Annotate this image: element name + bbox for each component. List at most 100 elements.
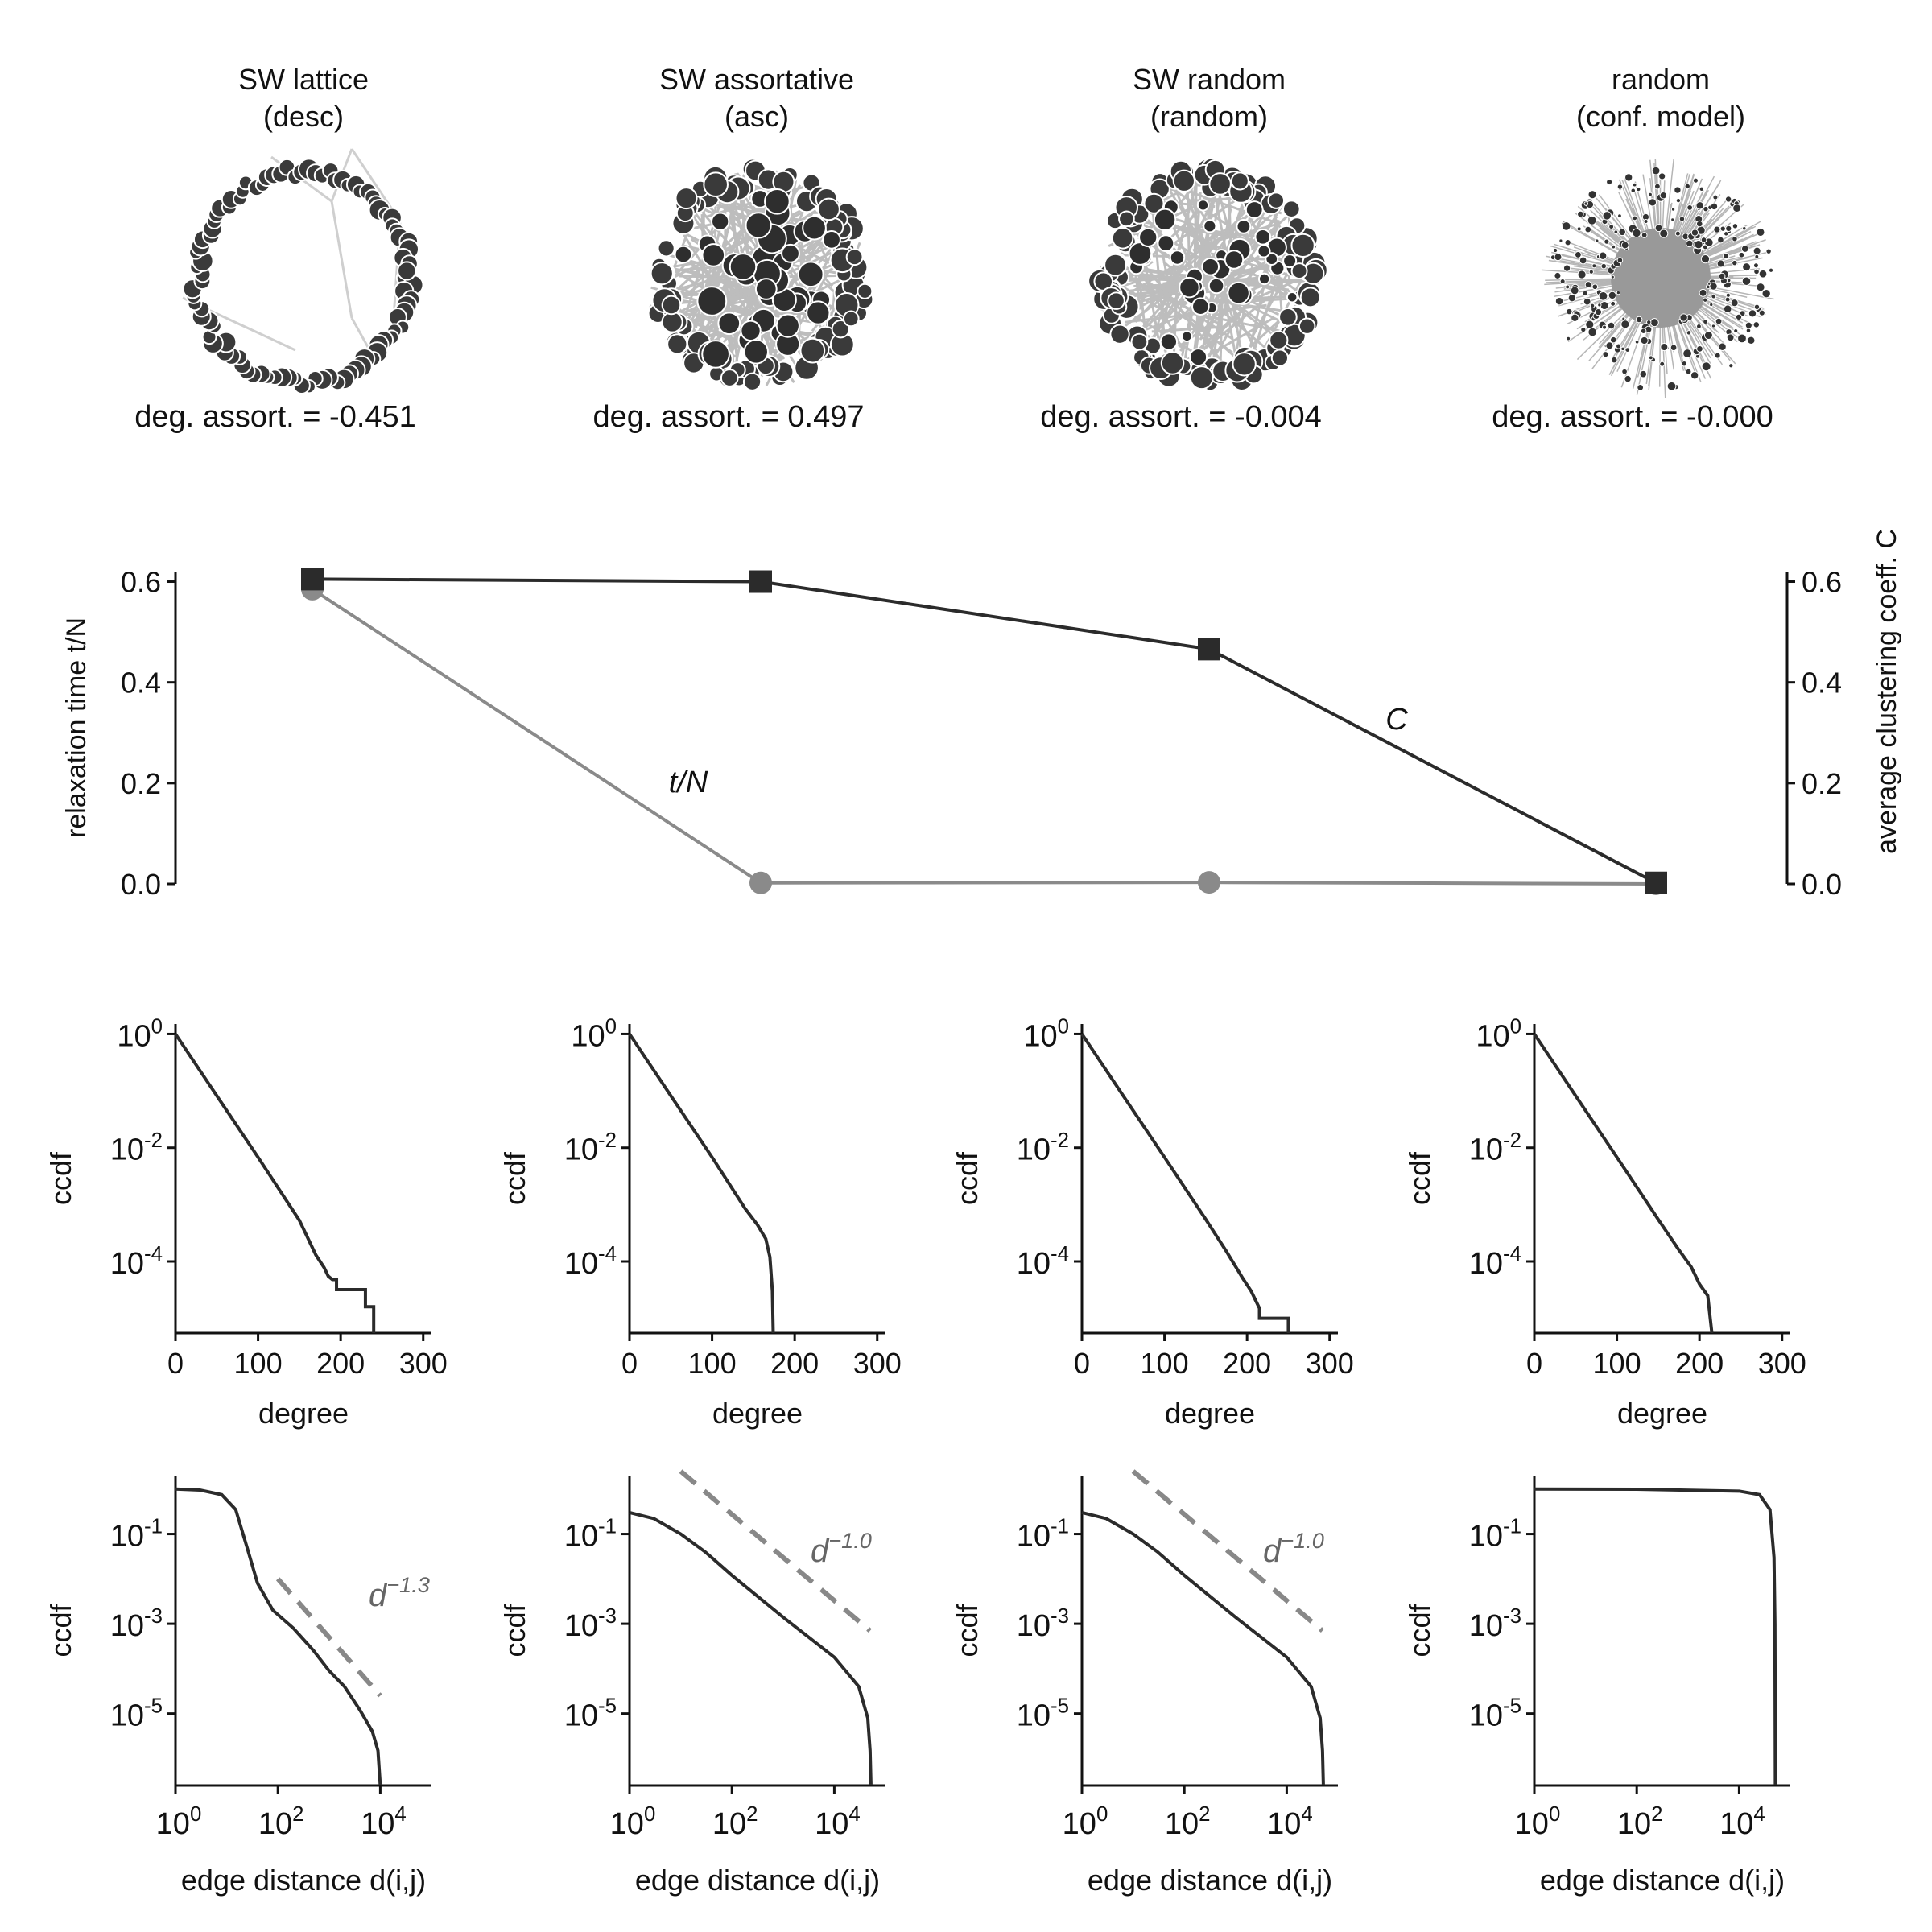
network-node bbox=[1703, 331, 1713, 341]
edge-distance-ccdf-panel-3: 10-1 10-3 10-5 100 102 104 edge distance d(i,j… bbox=[951, 1469, 1338, 1897]
point-clustering bbox=[1198, 638, 1220, 661]
network-node bbox=[1681, 361, 1687, 367]
ccdf-curve bbox=[175, 1487, 382, 1786]
x-tick-label: 100 bbox=[1063, 1803, 1108, 1841]
network-node bbox=[1695, 220, 1703, 228]
network-node bbox=[1703, 319, 1709, 325]
network-node bbox=[1609, 336, 1617, 344]
network-node bbox=[1598, 251, 1608, 260]
network-node bbox=[1738, 251, 1745, 258]
network-node bbox=[1702, 244, 1708, 250]
network-node bbox=[1765, 248, 1772, 254]
network-graphic bbox=[1088, 157, 1328, 393]
right-y-tick-label: 0.6 bbox=[1802, 566, 1842, 599]
network-node bbox=[703, 171, 729, 198]
network-node bbox=[1157, 234, 1175, 253]
network-node bbox=[1635, 316, 1643, 324]
network-node bbox=[1257, 272, 1271, 286]
network-node bbox=[1179, 276, 1200, 299]
network-graphic bbox=[182, 148, 424, 394]
x-tick-label: 0 bbox=[621, 1347, 638, 1380]
x-axis-label: degree bbox=[1165, 1397, 1255, 1430]
network-node bbox=[1699, 186, 1705, 192]
network-node bbox=[1714, 352, 1721, 359]
network-drawings: SW lattice(desc)deg. assort. = -0.451SW … bbox=[134, 63, 1774, 434]
y-tick-label: 100 bbox=[117, 1015, 163, 1053]
ccdf-curve bbox=[1534, 1487, 1777, 1786]
network-node bbox=[701, 340, 730, 369]
network-node bbox=[1169, 250, 1186, 266]
network-node bbox=[1208, 277, 1225, 295]
network-node bbox=[1585, 320, 1595, 329]
network-node bbox=[650, 262, 674, 286]
right-y-axis-label: average clustering coeff. C bbox=[1872, 529, 1902, 854]
network-node bbox=[1621, 368, 1628, 375]
x-tick-label: 100 bbox=[234, 1347, 283, 1380]
power-law-fit-label: d−1.3 bbox=[369, 1572, 430, 1613]
network-node bbox=[1670, 344, 1678, 352]
edge-distance-ccdf-row: 10-1 10-3 10-5 100 102 104 edge distance d(i,j… bbox=[44, 1469, 1790, 1897]
network-node bbox=[1587, 190, 1597, 200]
network-node bbox=[1591, 263, 1597, 269]
network-node bbox=[1159, 332, 1179, 351]
assortativity-label: deg. assort. = -0.451 bbox=[134, 400, 416, 434]
right-y-tick-label: 0.4 bbox=[1802, 667, 1842, 700]
power-law-fit-line bbox=[275, 1577, 382, 1698]
network-node bbox=[1107, 291, 1125, 310]
y-axis-label: ccdf bbox=[951, 1151, 984, 1205]
network-node bbox=[1278, 308, 1298, 327]
network-node bbox=[845, 248, 864, 266]
network-node bbox=[1682, 349, 1693, 358]
network-node bbox=[1658, 172, 1666, 180]
network-node bbox=[1624, 173, 1633, 182]
right-y-tick-label: 0.0 bbox=[1802, 868, 1842, 901]
network-node bbox=[754, 278, 778, 300]
network-node bbox=[1709, 302, 1714, 308]
ccdf-curve bbox=[1080, 1033, 1290, 1333]
x-tick-label: 100 bbox=[1515, 1803, 1561, 1841]
network-node bbox=[1600, 262, 1608, 270]
network-node bbox=[802, 215, 827, 241]
network-node bbox=[667, 333, 688, 355]
ccdf-curve bbox=[1081, 1511, 1325, 1786]
network-node bbox=[1598, 291, 1608, 301]
network-node bbox=[1758, 309, 1765, 316]
network-node bbox=[1189, 365, 1214, 390]
network-node bbox=[1632, 182, 1637, 188]
y-tick-label: 10-4 bbox=[564, 1243, 617, 1281]
point-t-over-n bbox=[749, 871, 772, 894]
y-tick-label: 100 bbox=[1023, 1015, 1069, 1053]
network-node bbox=[1715, 317, 1723, 325]
network-node bbox=[674, 245, 693, 264]
network-node bbox=[1602, 324, 1608, 330]
y-tick-label: 10-5 bbox=[564, 1695, 617, 1733]
network-node bbox=[1616, 290, 1621, 295]
x-tick-label: 200 bbox=[770, 1347, 819, 1380]
network-node bbox=[1299, 287, 1321, 308]
network-node bbox=[1752, 262, 1759, 269]
network-node bbox=[1641, 232, 1648, 238]
network-node bbox=[1646, 319, 1652, 325]
network-node bbox=[1722, 252, 1730, 260]
network-node bbox=[1290, 262, 1308, 280]
y-axis-label: ccdf bbox=[44, 1151, 77, 1205]
network-node bbox=[1298, 317, 1316, 335]
network-node bbox=[1189, 348, 1208, 367]
network-node bbox=[1634, 339, 1640, 345]
network-panel-4: random (conf. model) deg. assort. = -0.000 bbox=[1492, 63, 1774, 434]
network-node bbox=[1567, 293, 1577, 303]
network-node bbox=[1554, 253, 1563, 262]
network-node bbox=[1640, 336, 1649, 345]
network-node bbox=[1577, 270, 1587, 279]
network-node bbox=[1737, 333, 1747, 344]
x-tick-label: 200 bbox=[1223, 1347, 1271, 1380]
power-law-fit-line bbox=[1131, 1469, 1324, 1633]
network-node bbox=[817, 197, 840, 221]
x-tick-label: 104 bbox=[1267, 1803, 1313, 1841]
x-axis-label: degree bbox=[712, 1397, 803, 1430]
network-node bbox=[397, 261, 417, 281]
network-node bbox=[1670, 217, 1675, 222]
series-label-clustering: C bbox=[1385, 703, 1408, 737]
x-axis-label: edge distance d(i,j) bbox=[1088, 1864, 1332, 1897]
network-node bbox=[1752, 321, 1761, 328]
